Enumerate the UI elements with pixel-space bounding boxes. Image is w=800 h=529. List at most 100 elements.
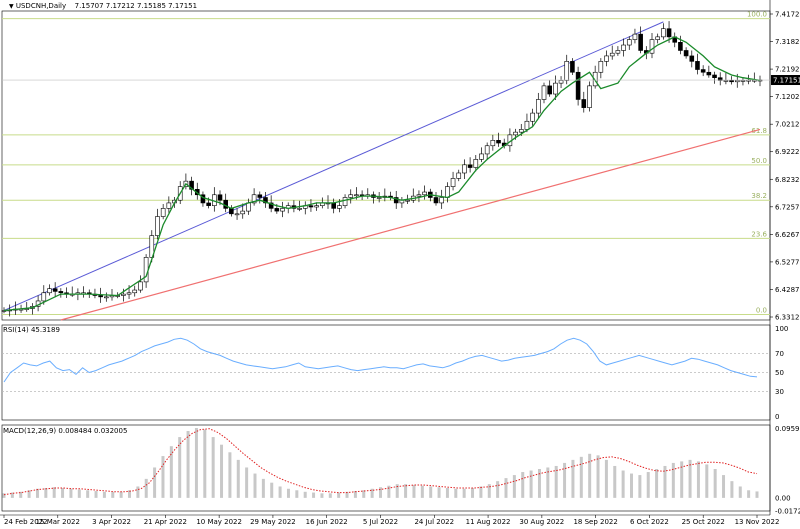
- date-tick-label: 30 Aug 2022: [519, 518, 564, 526]
- candle-body: [376, 197, 382, 199]
- macd-histogram-bar: [696, 461, 700, 498]
- date-tick-label: 15 Mar 2022: [36, 518, 80, 526]
- candle-body: [536, 99, 541, 114]
- candle-body: [342, 197, 348, 206]
- macd-histogram-bar: [261, 478, 265, 498]
- candle-body: [558, 80, 564, 84]
- candle-body: [655, 36, 660, 40]
- price-tick-label: 7.31820: [775, 38, 800, 46]
- macd-histogram-bar: [395, 484, 399, 498]
- macd-histogram-bar: [102, 491, 106, 498]
- macd-tick-label: -0.017276: [775, 508, 800, 516]
- candle-body: [570, 61, 575, 73]
- candle-body: [445, 186, 450, 198]
- macd-histogram-bar: [178, 437, 182, 498]
- macd-histogram-bar: [270, 482, 274, 498]
- candle-body: [587, 85, 592, 108]
- date-tick-label: 3 Apr 2022: [92, 518, 131, 526]
- price-tick-label: 6.52770: [775, 258, 800, 266]
- macd-histogram-bar: [169, 446, 173, 498]
- candle-body: [121, 293, 126, 296]
- macd-histogram-bar: [529, 470, 533, 498]
- candle-body: [553, 82, 558, 95]
- candle-body: [678, 42, 683, 51]
- macd-histogram-bar: [630, 473, 633, 498]
- symbol-label: USDCNH,Daily: [15, 2, 67, 10]
- macd-histogram-bar: [136, 486, 140, 498]
- macd-histogram-bar: [512, 475, 516, 498]
- macd-histogram-bar: [487, 484, 491, 498]
- candle-body: [166, 202, 172, 209]
- fib-level-label: 50.0: [751, 157, 767, 165]
- collapse-triangle-icon[interactable]: ▼: [9, 3, 14, 10]
- candle-body: [433, 197, 439, 204]
- macd-histogram-bar: [479, 486, 483, 498]
- macd-histogram-bar: [521, 472, 525, 498]
- date-tick-label: 24 Feb 2022: [4, 518, 48, 526]
- date-tick-label: 24 Jul 2022: [414, 518, 454, 526]
- rsi-tick-label: 0: [775, 413, 779, 421]
- rsi-tick-label: 30: [775, 388, 784, 396]
- candle-body: [734, 80, 740, 83]
- macd-histogram-bar: [61, 487, 65, 498]
- candle-body: [479, 153, 484, 160]
- candle-body: [626, 39, 632, 46]
- candle-body: [518, 129, 524, 133]
- macd-histogram-bar: [94, 491, 98, 498]
- macd-histogram-bar: [420, 485, 424, 498]
- candle-body: [450, 178, 456, 187]
- candle-body: [206, 202, 211, 206]
- candle-body: [348, 194, 354, 198]
- macd-histogram-bar: [504, 478, 508, 498]
- macd-histogram-bar: [454, 488, 458, 498]
- macd-histogram-bar: [295, 490, 299, 498]
- candle-body: [581, 99, 587, 108]
- ohlc-values: 7.15707 7.17212 7.15185 7.17151: [74, 2, 198, 10]
- current-price-label: 7.17151: [773, 77, 800, 85]
- macd-histogram-bar: [638, 475, 642, 498]
- candle-body: [189, 180, 194, 190]
- macd-histogram-bar: [111, 491, 115, 498]
- candle-body: [621, 44, 626, 51]
- candle-body: [729, 80, 734, 83]
- fib-level-label: 0.0: [756, 307, 767, 315]
- chart-header: ▼ USDCNH,Daily 7.15707 7.17212 7.15185 7…: [9, 2, 197, 10]
- macd-histogram-bar: [747, 490, 751, 498]
- macd-tick-label: 0.00: [775, 494, 791, 502]
- macd-histogram-bar: [128, 490, 131, 498]
- macd-histogram-bar: [738, 486, 742, 498]
- price-tick-label: 6.42870: [775, 286, 800, 294]
- macd-histogram-bar: [370, 488, 374, 498]
- candle-body: [740, 80, 746, 82]
- macd-histogram-bar: [462, 488, 466, 498]
- price-tick-label: 6.33120: [775, 314, 800, 322]
- rsi-line: [3, 337, 758, 383]
- macd-histogram-bar: [44, 487, 48, 498]
- macd-histogram-bar: [362, 490, 366, 498]
- candle-body: [274, 208, 280, 212]
- macd-histogram-bar: [228, 452, 232, 498]
- candle-body: [240, 210, 246, 215]
- macd-histogram-bar: [345, 491, 349, 498]
- macd-histogram-bar: [496, 481, 500, 498]
- macd-histogram-bar: [722, 475, 726, 498]
- rsi-tick-label: 100: [775, 325, 788, 333]
- candle-body: [649, 39, 655, 54]
- macd-histogram-bar: [546, 467, 550, 498]
- candle-body: [217, 194, 223, 201]
- candle-body: [661, 28, 666, 38]
- candle-body: [490, 140, 496, 147]
- date-tick-label: 25 Oct 2022: [682, 518, 725, 526]
- candle-body: [354, 194, 359, 197]
- candle-body: [41, 292, 47, 302]
- candle-body: [473, 159, 479, 168]
- macd-histogram-bar: [537, 468, 541, 498]
- macd-histogram-bar: [19, 491, 23, 498]
- macd-histogram-bar: [621, 470, 625, 498]
- upper-channel-line: [3, 21, 664, 311]
- candle-body: [700, 69, 706, 73]
- macd-histogram-bar: [730, 481, 734, 498]
- candle-body: [530, 112, 535, 122]
- candle-body: [632, 33, 638, 40]
